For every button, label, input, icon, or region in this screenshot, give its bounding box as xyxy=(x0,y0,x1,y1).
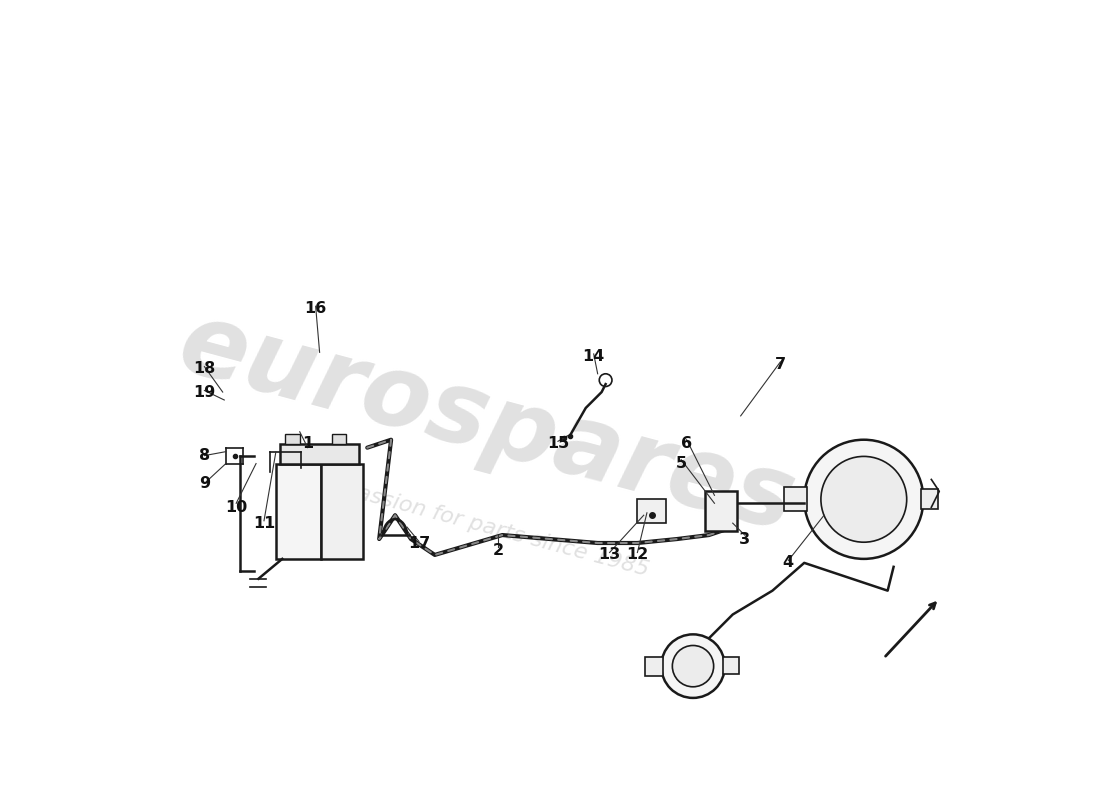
Text: 13: 13 xyxy=(598,547,620,562)
Text: 16: 16 xyxy=(305,301,327,316)
Text: 12: 12 xyxy=(626,547,649,562)
Text: 15: 15 xyxy=(547,436,569,451)
Bar xyxy=(279,444,360,463)
Circle shape xyxy=(661,634,725,698)
Text: 5: 5 xyxy=(675,456,686,471)
Bar xyxy=(331,434,345,444)
Bar xyxy=(723,657,739,674)
Text: 11: 11 xyxy=(253,516,275,530)
Text: 18: 18 xyxy=(194,361,216,376)
Circle shape xyxy=(821,457,906,542)
Text: 19: 19 xyxy=(194,385,216,399)
Bar xyxy=(705,491,737,531)
Bar xyxy=(276,463,321,559)
Text: eurospares: eurospares xyxy=(168,295,804,553)
Bar xyxy=(784,487,806,511)
Text: 9: 9 xyxy=(199,476,210,491)
Bar xyxy=(637,499,666,523)
Text: 2: 2 xyxy=(493,543,504,558)
Bar xyxy=(921,489,938,509)
Text: 3: 3 xyxy=(739,531,750,546)
Text: 4: 4 xyxy=(783,555,794,570)
Text: 17: 17 xyxy=(408,535,430,550)
Circle shape xyxy=(804,440,923,559)
Text: 8: 8 xyxy=(199,448,210,463)
Text: a passion for parts since 1985: a passion for parts since 1985 xyxy=(321,474,651,580)
Text: 7: 7 xyxy=(774,357,786,372)
Text: 10: 10 xyxy=(226,500,248,514)
Circle shape xyxy=(672,646,714,686)
Bar xyxy=(321,463,363,559)
Text: 6: 6 xyxy=(681,436,692,451)
Bar xyxy=(646,657,663,676)
Text: 1: 1 xyxy=(302,436,313,451)
Text: 14: 14 xyxy=(583,349,605,364)
Bar xyxy=(286,434,300,444)
